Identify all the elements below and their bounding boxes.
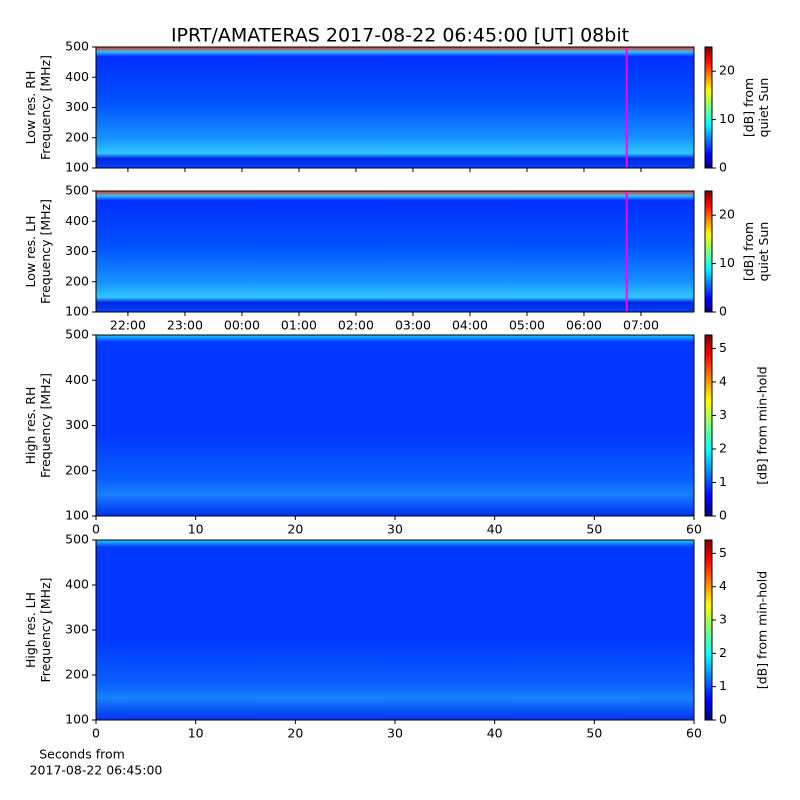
y-tick-label: 100 (65, 304, 89, 319)
colorbar-tick-label: 2 (719, 645, 727, 660)
spectrogram (96, 191, 694, 312)
y-tick-label: 200 (65, 462, 89, 477)
x-tick-label: 40 (487, 522, 503, 537)
colorbar-label: [dB] from (741, 222, 756, 281)
y-axis-label: Frequency [MHz] (38, 577, 53, 682)
y-tick-label: 400 (65, 69, 89, 84)
x-tick-label: 10 (188, 726, 204, 741)
y-tick-label: 300 (65, 622, 89, 637)
colorbar-label: [dB] from min-hold (755, 571, 770, 689)
y-tick-label: 100 (65, 508, 89, 523)
spectrogram (96, 47, 694, 168)
colorbar-tick-label: 5 (719, 545, 727, 560)
colorbar-tick-label: 0 (719, 712, 727, 727)
colorbar-tick-label: 1 (719, 678, 727, 693)
x-tick-label: 02:00 (338, 318, 374, 333)
y-axis-label: Frequency [MHz] (38, 199, 53, 304)
colorbar-tick-label: 10 (719, 255, 735, 270)
colorbar-tick-label: 3 (719, 612, 727, 627)
x-tick-label: 03:00 (395, 318, 431, 333)
x-tick-label: 40 (487, 726, 503, 741)
y-tick-label: 100 (65, 712, 89, 727)
colorbar-label: [dB] from (741, 78, 756, 137)
y-tick-label: 200 (65, 129, 89, 144)
x-tick-label: 00:00 (224, 318, 260, 333)
y-axis-label: High res. RH (23, 387, 38, 465)
y-tick-label: 500 (65, 39, 89, 54)
y-tick-label: 500 (65, 327, 89, 342)
colorbar (704, 334, 713, 517)
y-axis-label: Low res. LH (23, 216, 38, 288)
x-tick-label: 60 (686, 522, 702, 537)
spectrogram (96, 540, 694, 720)
x-axis-label: 2017-08-22 06:45:00 (30, 763, 163, 778)
colorbar-tick-label: 2 (719, 440, 727, 455)
colorbar-label: [dB] from min-hold (755, 366, 770, 484)
colorbar-tick-label: 3 (719, 407, 727, 422)
x-tick-label: 20 (287, 522, 303, 537)
x-tick-label: 0 (92, 522, 100, 537)
y-axis-label: Frequency [MHz] (38, 55, 53, 160)
x-tick-label: 30 (387, 726, 403, 741)
x-tick-label: 01:00 (281, 318, 317, 333)
colorbar-tick-label: 4 (719, 578, 727, 593)
y-tick-label: 400 (65, 213, 89, 228)
y-tick-label: 300 (65, 99, 89, 114)
colorbar-tick-label: 5 (719, 340, 727, 355)
y-tick-label: 400 (65, 577, 89, 592)
colorbar-tick-label: 0 (719, 160, 727, 175)
colorbar (704, 190, 713, 313)
colorbar-tick-label: 0 (719, 508, 727, 523)
colorbar-tick-label: 10 (719, 111, 735, 126)
y-tick-label: 100 (65, 160, 89, 175)
x-tick-label: 22:00 (110, 318, 146, 333)
x-tick-label: 20 (287, 726, 303, 741)
x-tick-label: 04:00 (452, 318, 488, 333)
colorbar (704, 539, 713, 721)
colorbar-label: quiet Sun (756, 78, 771, 138)
chart-title: IPRT/AMATERAS 2017-08-22 06:45:00 [UT] 0… (171, 25, 629, 47)
x-tick-label: 05:00 (509, 318, 545, 333)
x-tick-label: 0 (92, 726, 100, 741)
x-tick-label: 60 (686, 726, 702, 741)
colorbar-tick-label: 20 (719, 63, 735, 78)
x-tick-label: 23:00 (167, 318, 203, 333)
x-tick-label: 50 (586, 522, 602, 537)
y-tick-label: 500 (65, 183, 89, 198)
y-tick-label: 300 (65, 417, 89, 432)
y-tick-label: 500 (65, 532, 89, 547)
x-tick-label: 07:00 (623, 318, 659, 333)
colorbar-tick-label: 1 (719, 474, 727, 489)
colorbar-tick-label: 4 (719, 373, 727, 388)
y-axis-label: Low res. RH (23, 71, 38, 145)
y-tick-label: 200 (65, 667, 89, 682)
y-axis-label: High res. LH (23, 592, 38, 668)
colorbar (704, 46, 713, 169)
x-axis-label: Seconds from (39, 747, 125, 762)
x-tick-label: 10 (188, 522, 204, 537)
colorbar-tick-label: 20 (719, 207, 735, 222)
y-tick-label: 200 (65, 273, 89, 288)
y-axis-label: Frequency [MHz] (38, 373, 53, 478)
colorbar-tick-label: 0 (719, 304, 727, 319)
colorbar-label: quiet Sun (756, 222, 771, 282)
x-tick-label: 06:00 (566, 318, 602, 333)
spectrogram (96, 335, 694, 516)
y-tick-label: 400 (65, 372, 89, 387)
y-tick-label: 300 (65, 243, 89, 258)
x-tick-label: 50 (586, 726, 602, 741)
x-tick-label: 30 (387, 522, 403, 537)
